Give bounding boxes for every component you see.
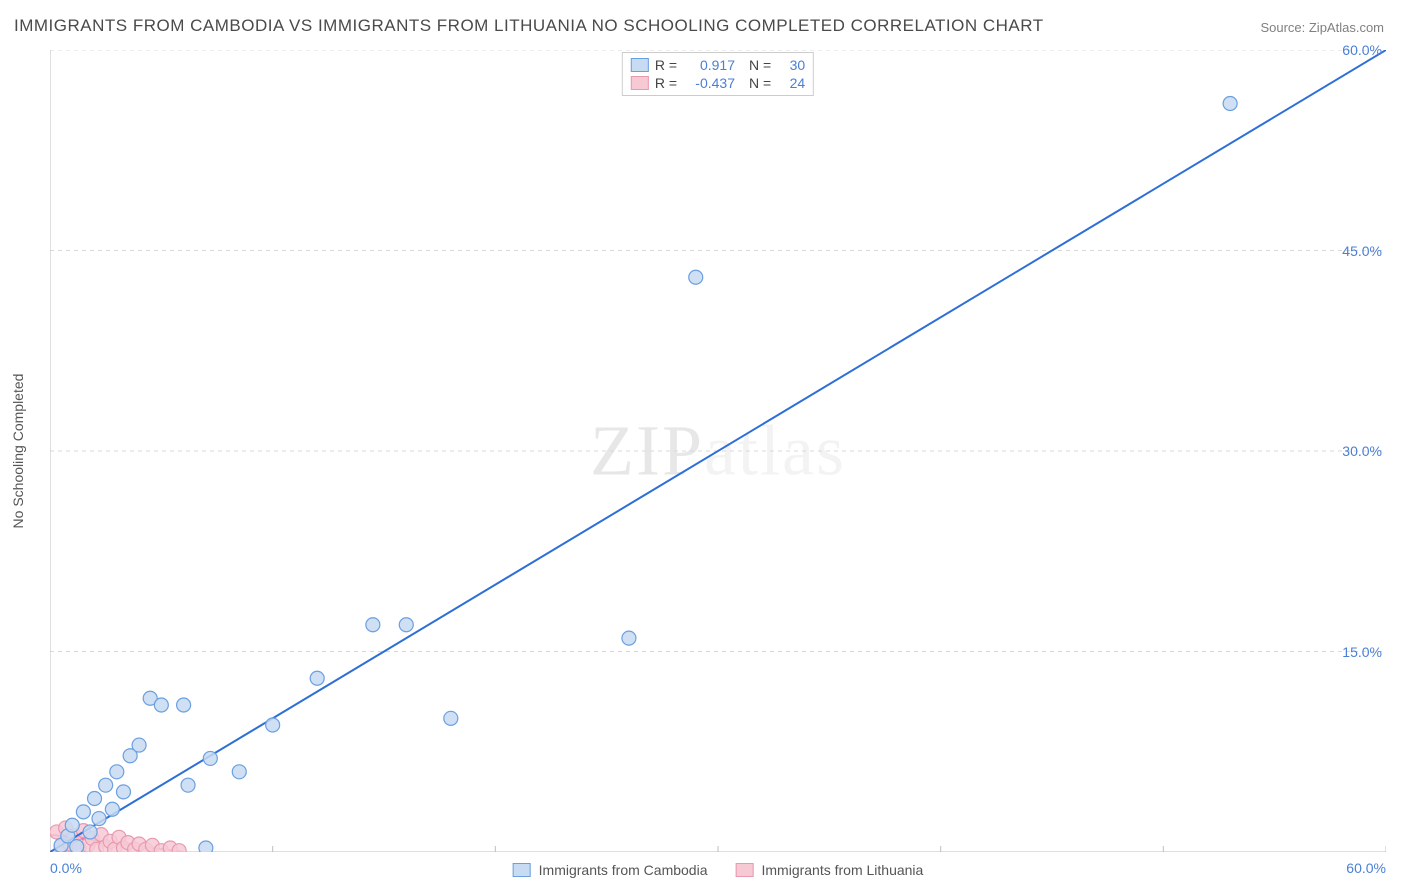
legend-swatch [631, 58, 649, 72]
series-legend-label: Immigrants from Lithuania [761, 862, 923, 878]
n-label: N = [749, 57, 771, 73]
n-value: 24 [777, 75, 805, 91]
data-point [203, 751, 217, 765]
x-tick-label: 60.0% [1346, 860, 1386, 876]
chart-title: IMMIGRANTS FROM CAMBODIA VS IMMIGRANTS F… [14, 16, 1044, 36]
x-tick-label: 0.0% [50, 860, 82, 876]
y-tick-label: 30.0% [1342, 443, 1382, 459]
y-tick-label: 45.0% [1342, 243, 1382, 259]
data-point [65, 818, 79, 832]
y-tick-label: 60.0% [1342, 42, 1382, 58]
chart-container: No Schooling Completed ZIPatlas R =0.917… [50, 50, 1386, 852]
series-legend-label: Immigrants from Cambodia [539, 862, 708, 878]
series-legend-item: Immigrants from Cambodia [513, 862, 708, 878]
n-label: N = [749, 75, 771, 91]
data-point [232, 765, 246, 779]
data-point [310, 671, 324, 685]
legend-swatch [735, 863, 753, 877]
correlation-legend: R = 0.917 N = 30 R = -0.437 N = 24 [622, 52, 814, 96]
data-point [83, 825, 97, 839]
legend-swatch [513, 863, 531, 877]
r-label: R = [655, 57, 677, 73]
data-point [689, 270, 703, 284]
data-point [444, 711, 458, 725]
r-label: R = [655, 75, 677, 91]
data-point [99, 778, 113, 792]
data-point [70, 840, 84, 852]
data-point [181, 778, 195, 792]
series-legend-item: Immigrants from Lithuania [735, 862, 923, 878]
source-label: Source: ZipAtlas.com [1260, 20, 1384, 35]
data-point [105, 802, 119, 816]
y-tick-label: 15.0% [1342, 644, 1382, 660]
data-point [172, 844, 186, 852]
data-point [177, 698, 191, 712]
data-point [132, 738, 146, 752]
data-point [154, 698, 168, 712]
data-point [110, 765, 124, 779]
data-point [266, 718, 280, 732]
correlation-legend-row: R = -0.437 N = 24 [631, 74, 805, 92]
series-legend: Immigrants from Cambodia Immigrants from … [513, 862, 924, 878]
legend-swatch [631, 76, 649, 90]
data-point [88, 792, 102, 806]
data-point [622, 631, 636, 645]
n-value: 30 [777, 57, 805, 73]
data-point [199, 841, 213, 852]
data-point [116, 785, 130, 799]
data-point [1223, 96, 1237, 110]
r-value: -0.437 [683, 75, 735, 91]
data-point [399, 618, 413, 632]
data-point [92, 812, 106, 826]
data-point [366, 618, 380, 632]
correlation-legend-row: R = 0.917 N = 30 [631, 56, 805, 74]
r-value: 0.917 [683, 57, 735, 73]
data-point [76, 805, 90, 819]
y-axis-label: No Schooling Completed [10, 374, 26, 529]
chart-svg [50, 50, 1386, 852]
